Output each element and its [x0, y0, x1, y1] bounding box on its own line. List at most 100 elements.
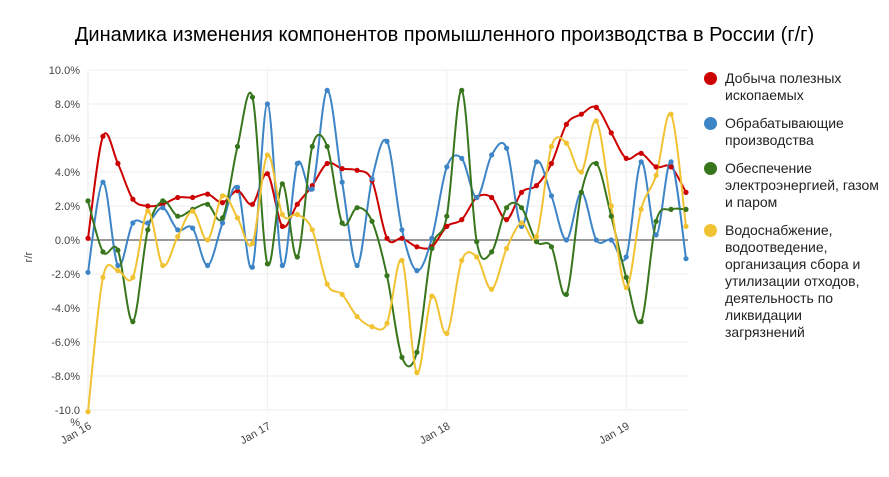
legend-item-3[interactable]: Водоснабжение, водоотведение, организаци… — [704, 222, 884, 341]
data-point — [623, 285, 629, 291]
data-point — [130, 196, 136, 202]
data-point — [264, 171, 270, 177]
data-point — [249, 201, 256, 207]
data-point — [324, 143, 330, 150]
data-point — [593, 118, 599, 124]
legend-label: Обрабатывающие производства — [725, 115, 844, 148]
series-markers — [85, 87, 689, 415]
data-point — [608, 130, 614, 136]
chart-title: Динамика изменения компонентов промышлен… — [74, 24, 815, 46]
data-point — [638, 159, 644, 165]
legend-label: Водоснабжение, водоотведение, организаци… — [725, 222, 861, 340]
data-point — [309, 186, 315, 192]
data-point — [474, 239, 480, 245]
y-tick-label: 10.0% — [49, 65, 80, 77]
data-point — [533, 183, 540, 189]
data-point — [219, 193, 226, 199]
data-point — [264, 261, 270, 267]
data-point — [100, 274, 106, 280]
data-point — [205, 201, 211, 207]
data-point — [399, 227, 405, 233]
data-point — [504, 217, 510, 223]
data-point — [459, 87, 465, 93]
legend-item-0[interactable]: Добыча полезных ископаемых — [704, 70, 884, 104]
data-point — [100, 133, 106, 139]
data-point — [608, 203, 614, 209]
data-point — [249, 240, 256, 246]
data-point — [85, 269, 91, 275]
data-point — [548, 160, 555, 167]
data-point — [324, 281, 330, 287]
data-point — [578, 169, 584, 175]
data-point — [444, 213, 450, 219]
y-tick-label: 6.0% — [55, 133, 80, 145]
data-point — [444, 330, 450, 337]
series-line-1 — [87, 89, 687, 273]
data-point — [683, 223, 689, 229]
data-point — [309, 143, 315, 150]
data-point — [489, 194, 495, 201]
data-point — [623, 274, 629, 280]
data-point — [160, 205, 166, 211]
data-point — [429, 293, 435, 299]
data-point — [219, 215, 226, 221]
data-point — [85, 198, 91, 204]
data-point — [234, 143, 241, 150]
data-point — [190, 194, 196, 201]
data-point — [533, 234, 540, 240]
data-point — [444, 164, 450, 170]
data-point — [249, 94, 256, 100]
data-point — [638, 206, 644, 212]
data-point — [130, 319, 136, 325]
data-point — [115, 160, 121, 167]
legend-item-2[interactable]: Обеспечение электроэнергией, газом и пар… — [704, 160, 884, 211]
legend-swatch — [704, 224, 717, 237]
data-point — [115, 268, 121, 274]
data-point — [459, 155, 465, 161]
data-point — [100, 249, 106, 255]
data-point — [668, 159, 674, 165]
data-point — [384, 320, 390, 326]
data-point — [548, 244, 555, 250]
legend-label: Добыча полезных ископаемых — [725, 70, 842, 103]
y-tick-label: -8.0% — [51, 371, 80, 383]
data-point — [489, 152, 495, 158]
data-point — [474, 254, 480, 260]
data-point — [219, 220, 226, 226]
data-point — [294, 254, 300, 260]
data-point — [145, 227, 151, 233]
x-tick-label: Jan 18 — [418, 420, 453, 447]
data-point — [578, 111, 584, 117]
data-point — [668, 111, 674, 117]
data-point — [339, 220, 345, 226]
data-point — [190, 208, 196, 214]
data-point — [578, 189, 584, 195]
data-point — [429, 235, 435, 241]
data-point — [145, 203, 151, 209]
legend-item-1[interactable]: Обрабатывающие производства — [704, 115, 884, 149]
data-point — [683, 189, 689, 195]
data-point — [130, 274, 136, 280]
data-point — [533, 239, 540, 245]
y-tick-label: 0.0% — [55, 235, 80, 247]
data-point — [429, 245, 435, 252]
data-point — [279, 181, 285, 187]
data-point — [115, 247, 121, 253]
data-point — [324, 87, 330, 93]
data-point — [683, 206, 689, 212]
data-point — [563, 291, 570, 297]
data-point — [249, 264, 256, 270]
data-point — [459, 217, 465, 223]
data-point — [399, 354, 405, 360]
data-point — [175, 234, 181, 240]
data-point — [459, 257, 465, 263]
data-point — [175, 194, 181, 201]
data-point — [518, 189, 525, 195]
data-point — [279, 262, 285, 269]
data-point — [548, 193, 555, 199]
data-point — [518, 220, 525, 226]
legend-swatch — [704, 162, 717, 175]
data-point — [369, 176, 375, 182]
data-point — [623, 254, 629, 260]
